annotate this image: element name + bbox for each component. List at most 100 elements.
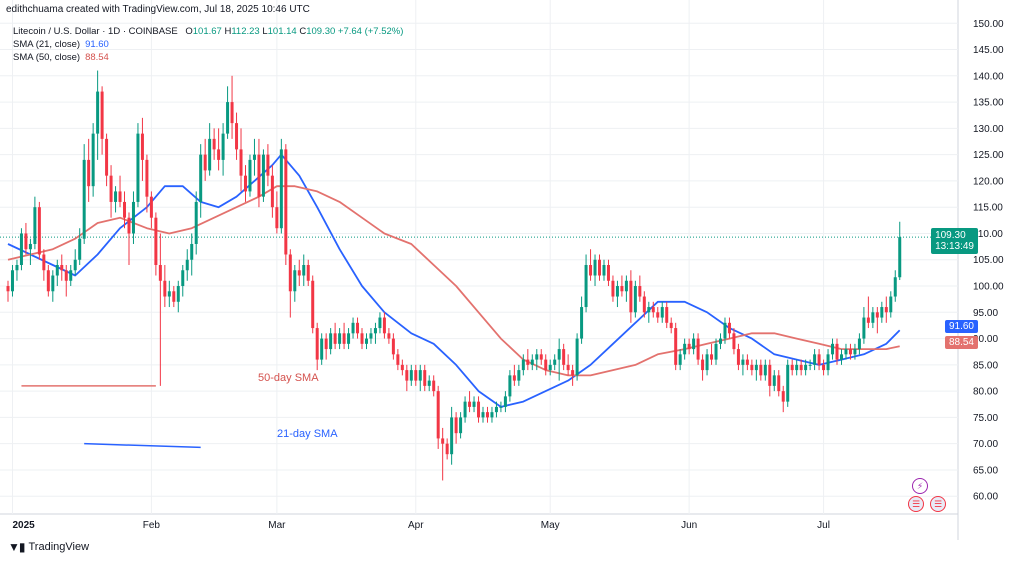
candle-body: [701, 359, 705, 371]
y-tick-label: 85.00: [973, 360, 998, 371]
candle-body: [123, 201, 127, 218]
candle-body: [548, 364, 552, 371]
candle-body: [414, 370, 418, 381]
candle-body: [880, 307, 884, 318]
candle-body: [485, 412, 489, 418]
candle-body: [181, 270, 185, 287]
x-tick-label: Jul: [817, 520, 830, 531]
candle-body: [100, 91, 104, 139]
candle-body: [844, 349, 848, 355]
candle-body: [418, 370, 422, 381]
sma21-legend-row[interactable]: SMA (21, close) 91.60: [13, 38, 403, 51]
candle-body: [848, 349, 852, 355]
symbol-name[interactable]: Litecoin / U.S. Dollar · 1D · COINBASE: [13, 26, 178, 37]
open-label: O: [185, 26, 193, 37]
sma21-annotation[interactable]: 21-day SMA: [277, 428, 338, 440]
tradingview-footer: ▼▮ TradingView: [8, 540, 89, 554]
candle-body: [450, 417, 454, 455]
candle-body: [118, 191, 122, 202]
candle-body: [230, 102, 234, 124]
candle-body: [494, 406, 498, 413]
candle-body: [342, 333, 346, 344]
attribution-header: edithchuama created with TradingView.com…: [6, 4, 310, 15]
y-tick-label: 135.00: [973, 98, 1004, 109]
candles: [6, 70, 902, 481]
candle-body: [315, 328, 319, 360]
us-flag-icon[interactable]: ☰: [908, 496, 924, 512]
candle-body: [60, 265, 64, 271]
candle-body: [889, 296, 893, 313]
candle-body: [692, 338, 696, 350]
sma21-price-tag: 91.60: [944, 320, 978, 333]
candle-body: [42, 254, 46, 271]
candle-body: [275, 207, 279, 229]
moving-average-lines: [7, 153, 901, 408]
candle-body: [714, 343, 718, 360]
sma50-annotation[interactable]: 50-day SMA: [258, 372, 319, 384]
candle-body: [795, 364, 799, 371]
candle-body: [185, 259, 189, 271]
x-tick-label: Jun: [681, 520, 697, 531]
y-tick-label: 140.00: [973, 71, 1004, 82]
candle-body: [826, 354, 830, 371]
candle-body: [772, 375, 776, 386]
sma21-legend-label: SMA (21, close): [13, 39, 81, 50]
change-value: +7.64 (+7.52%): [337, 26, 404, 37]
candle-body: [203, 154, 207, 171]
candle-body: [405, 370, 409, 381]
candle-body: [167, 291, 171, 297]
candle-body: [589, 265, 593, 276]
candle-body: [696, 338, 700, 360]
candle-body: [530, 359, 534, 365]
candle-body: [194, 201, 198, 244]
last-price-tag: 109.30 13:13:49: [931, 228, 978, 254]
candle-body: [109, 175, 113, 202]
candle-body: [710, 354, 714, 360]
candle-body: [28, 243, 32, 250]
candle-body: [432, 380, 436, 392]
candle-body: [338, 333, 342, 344]
candle-body: [705, 354, 709, 371]
candle-body: [208, 138, 212, 171]
candle-body: [853, 349, 857, 355]
candle-body: [33, 207, 37, 244]
candle-body: [736, 349, 740, 365]
candle-body: [647, 307, 651, 313]
candle-body: [813, 354, 817, 365]
candle-body: [364, 338, 368, 344]
y-tick-label: 115.00: [973, 203, 1003, 214]
candle-body: [284, 149, 288, 255]
candle-body: [64, 270, 68, 281]
candle-body: [638, 286, 642, 297]
candle-body: [190, 243, 194, 260]
candle-body: [745, 359, 749, 365]
candle-body: [678, 354, 682, 365]
candle-body: [136, 133, 140, 202]
candle-body: [378, 317, 382, 329]
candle-body: [544, 359, 548, 371]
chart-grid: [0, 0, 959, 540]
symbol-row[interactable]: Litecoin / U.S. Dollar · 1D · COINBASE O…: [13, 25, 403, 38]
candle-body: [172, 291, 176, 302]
us-flag-icon[interactable]: ☰: [930, 496, 946, 512]
candle-body: [539, 354, 543, 360]
y-tick-label: 90.00: [973, 334, 998, 345]
candle-body: [831, 343, 835, 355]
candle-body: [499, 406, 503, 408]
candle-body: [199, 154, 203, 202]
candle-body: [270, 175, 274, 208]
candle-body: [584, 265, 588, 308]
low-value: 101.14: [267, 26, 297, 37]
candle-body: [306, 265, 310, 281]
candle-body: [373, 328, 377, 334]
candle-body: [754, 364, 758, 371]
sma50-legend-row[interactable]: SMA (50, close) 88.54: [13, 51, 403, 64]
candle-body: [347, 333, 351, 344]
candle-body: [575, 338, 579, 376]
close-value: 109.30: [306, 26, 336, 37]
candle-body: [822, 364, 826, 371]
candle-body: [593, 259, 597, 276]
lightning-icon[interactable]: ⚡: [912, 478, 928, 494]
candle-body: [606, 265, 610, 281]
